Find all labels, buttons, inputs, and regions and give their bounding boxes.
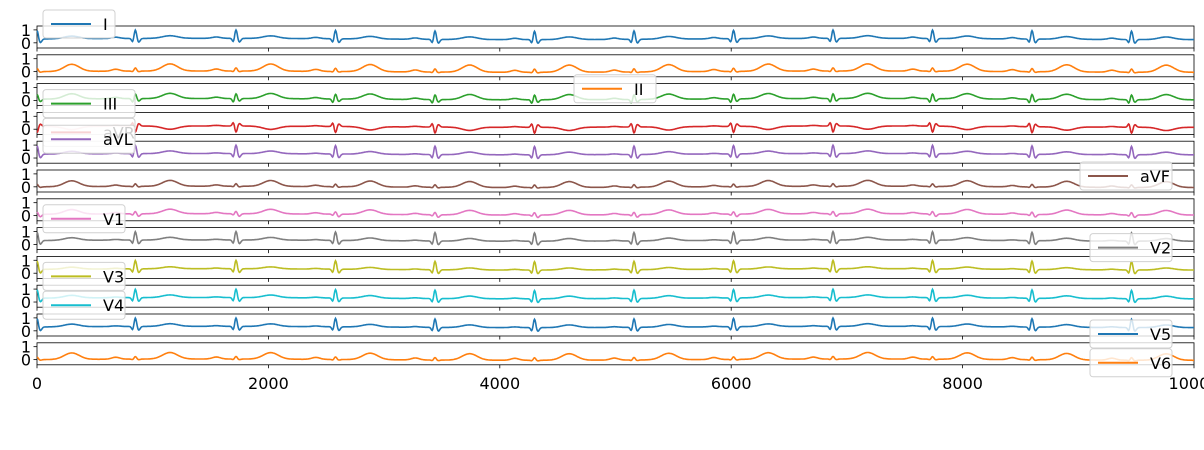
y-tick-label: 1 [21,309,31,328]
series-line-v3 [36,258,1194,275]
legend-label: III [103,95,117,114]
subplot-avl: 01 [21,136,1195,168]
legend-label: II [634,80,643,99]
subplot-v5: 01 [21,309,1195,341]
legend-avf: aVF [1079,161,1173,191]
subplot-avr: 01 [21,107,1195,139]
legend-label: V3 [103,267,124,286]
x-tick-label: 0 [32,374,42,393]
y-tick-label: 1 [21,107,31,126]
legend-v2: V2 [1089,233,1173,263]
y-tick-label: 0 [21,293,31,312]
legend-label: V5 [1150,325,1171,344]
legend-avl: aVL [42,124,136,154]
y-tick-label: 1 [21,222,31,241]
axes-frame [36,313,1195,337]
y-tick-label: 1 [21,21,31,40]
y-tick-label: 0 [21,149,31,168]
y-tick-label: 0 [21,34,31,53]
y-tick-label: 0 [21,120,31,139]
x-tick-label: 4000 [479,374,520,393]
subplot-v6: 01 [21,338,1195,370]
y-tick-label: 1 [21,251,31,270]
legend-i: I [42,9,116,39]
subplot-i: 01 [21,21,1195,53]
subplot-v3: 01 [21,251,1195,283]
legend-label: aVF [1140,167,1170,186]
series-line-v4 [36,287,1194,304]
legend-label: aVL [103,130,133,149]
y-tick-label: 1 [21,280,31,299]
legend-ii: II [573,74,657,104]
legend-iii: III [42,89,136,119]
y-tick-label: 0 [21,91,31,110]
x-tick-label: 6000 [711,374,752,393]
legend-v5: V5 [1089,319,1173,349]
legend-label: V4 [103,296,124,315]
axes-frame [36,342,1195,366]
subplot-v4: 01 [21,280,1195,312]
legend-v3: V3 [42,261,126,291]
x-tick-label: 10000 [1169,374,1204,393]
series-line-ii [36,63,1194,74]
axes-frame [36,227,1195,251]
x-tick-label: 2000 [248,374,289,393]
axes-frame [36,198,1195,222]
y-tick-label: 0 [21,322,31,341]
legend-v4: V4 [42,290,126,320]
series-line-v5 [36,316,1194,333]
legend-label: V6 [1150,354,1171,373]
series-line-v6 [36,351,1194,362]
y-tick-label: 1 [21,50,31,69]
axes-frame [36,284,1195,308]
axes-frame [36,169,1195,193]
axes-frame [36,54,1195,78]
series-line-i [36,28,1194,45]
y-tick-label: 0 [21,207,31,226]
series-line-v1 [36,208,1194,219]
legend-label: I [103,15,108,34]
legend-v1: V1 [42,204,126,234]
y-tick-label: 0 [21,351,31,370]
y-tick-label: 0 [21,63,31,82]
series-line-avr [36,121,1194,135]
axes-frame [36,112,1195,135]
subplot-v1: 01 [21,194,1195,226]
axes-frame [36,25,1195,49]
series-line-avf [36,179,1194,189]
y-tick-label: 0 [21,178,31,197]
subplot-v2: 01 [21,222,1195,254]
y-tick-label: 1 [21,165,31,184]
y-tick-label: 0 [21,264,31,283]
y-tick-label: 1 [21,78,31,97]
legend-v6: V6 [1089,348,1173,378]
legend-label: V2 [1150,239,1171,258]
axes-frame [36,255,1195,279]
x-tick-label: 8000 [942,374,983,393]
y-tick-label: 0 [21,235,31,254]
series-line-v2 [36,229,1194,246]
axes-frame [36,140,1195,164]
y-tick-label: 1 [21,338,31,357]
series-line-avl [36,143,1194,160]
legend-label: V1 [103,210,124,229]
y-tick-label: 1 [21,194,31,213]
y-tick-label: 1 [21,136,31,155]
subplot-avf: 01 [21,165,1195,197]
